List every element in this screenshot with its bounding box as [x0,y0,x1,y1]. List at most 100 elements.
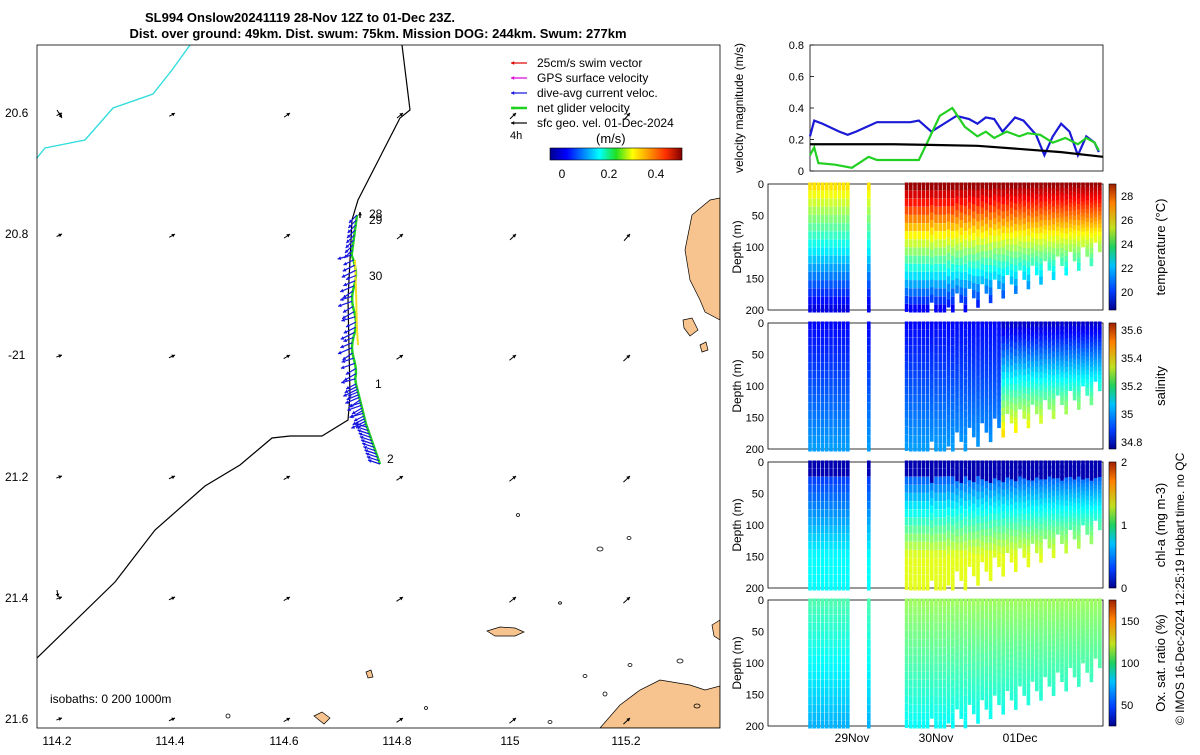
profile-sample [967,677,972,686]
profile-sample [980,485,984,494]
profile-sample [913,402,917,411]
profile-sample [993,259,997,268]
profile-sample [967,413,972,422]
profile-sample [833,271,837,280]
profile-sample [1039,542,1043,551]
profile-sample [825,231,829,240]
profile-sample [963,255,968,264]
geo-velocity-arrow [396,596,404,602]
profile-sample [1060,658,1064,667]
profile-sample [812,190,816,199]
profile-sample [1030,495,1035,504]
profile-sample [904,703,909,712]
profile-sample [946,276,951,285]
profile-sample [1051,188,1056,197]
geo-velocity-arrow [396,112,404,119]
profile-sample [1068,497,1073,506]
profile-sample [1014,688,1018,697]
profile-sample [1068,655,1073,664]
profile-sample [963,402,968,411]
profile-sample [980,232,984,241]
profile-sample [942,476,947,485]
profile-sample [997,473,1001,482]
profile-sample [1035,377,1039,386]
profile-sample [913,679,917,688]
profile-sample [829,582,833,591]
profile-sample [812,304,816,313]
profile-sample [808,329,812,338]
profile-sample [812,541,816,550]
profile-sample [917,476,921,485]
profile-sample [904,687,909,696]
profile-sample [946,614,951,623]
profile-sample [1018,348,1022,357]
profile-sample [980,654,984,663]
profile-sample [997,637,1001,646]
profile-sample [1001,620,1005,629]
profile-sample [1014,244,1018,253]
profile-sample [1005,267,1010,276]
profile-sample [1009,270,1014,279]
profile-sample [1001,692,1005,701]
profile-sample [1018,492,1022,501]
profile-sample [904,279,909,288]
profile-sample [837,198,842,207]
profile-sample [1039,636,1043,645]
profile-sample [1039,648,1043,657]
profile-sample [951,443,955,452]
profile-sample [904,630,909,639]
day-label-30: 30 [369,269,383,283]
profile-sample [1022,658,1026,667]
isobaths-note: isobaths: 0 200 1000m [50,692,171,706]
profile-sample [942,427,947,436]
profile-sample [820,288,825,297]
profile-sample [820,696,825,705]
profile-sample [1009,598,1014,607]
profile-sample [930,703,934,712]
profile-sample [984,694,989,703]
profile-sample [1035,528,1039,537]
profile-sample [1009,409,1014,418]
dive-avg-current-vector [364,449,377,455]
profile-sample [1026,420,1031,429]
profile-sample [913,378,917,387]
profile-sample [1085,209,1089,218]
profile-sample [1072,659,1077,668]
profile-sample [1072,607,1077,616]
profile-sample [816,704,821,713]
profile-sample [942,696,947,705]
profile-sample [942,582,947,591]
colorbar-label: temperature (°C) [1153,199,1168,296]
profile-sample [837,566,842,575]
profile-sample [930,336,934,345]
profile-sample [1039,491,1043,500]
profile-sample [808,663,812,672]
profile-sample [1018,262,1022,271]
profile-sample [1005,598,1010,607]
profile-sample [925,345,930,354]
profile-sample [1043,201,1047,210]
profile-sample [909,362,913,371]
profile-sample [1068,337,1073,346]
day-label-1: 1 [375,377,382,391]
profile-sample [1026,618,1031,627]
profile-sample [993,253,997,262]
profile-sample [820,574,825,583]
profile-sample [833,182,837,191]
profile-sample [1009,548,1014,557]
profile-sample [972,553,976,562]
profile-sample [1077,193,1081,202]
profile-sample [1043,607,1047,616]
profile-sample [938,704,942,713]
profile-sample [993,657,997,666]
profile-sample [980,667,984,676]
profile-sample [820,566,825,575]
profile-sample [1056,607,1060,616]
profile-sample [904,711,909,720]
profile-sample [930,294,934,303]
profile-sample [837,622,842,631]
profile-sample [942,263,947,272]
profile-sample [1085,638,1089,647]
profile-sample [1056,325,1060,334]
profile-sample [1018,193,1022,202]
